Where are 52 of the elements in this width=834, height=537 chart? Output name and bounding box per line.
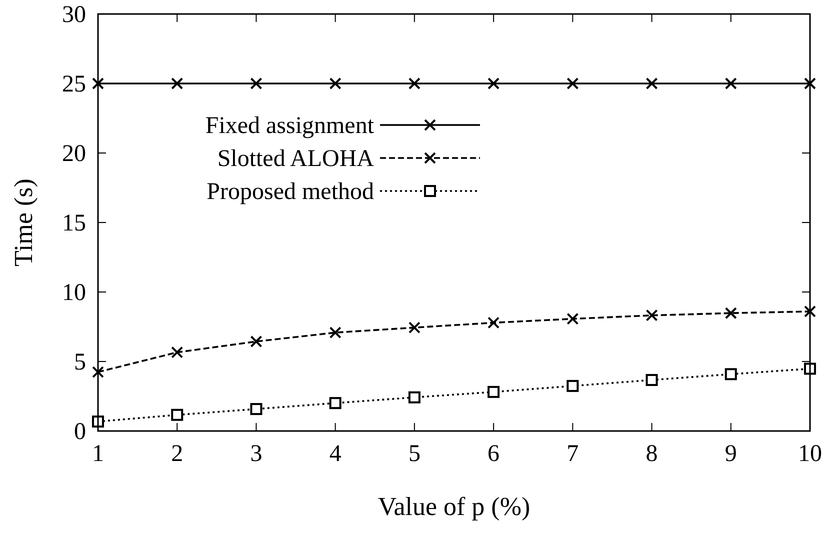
point [566, 78, 579, 90]
y-tick-label: 30 [62, 2, 86, 28]
y-tick-label: 20 [62, 141, 86, 167]
point [250, 403, 262, 416]
point [171, 346, 184, 358]
point [488, 316, 500, 329]
point [646, 309, 658, 322]
point [408, 391, 420, 404]
y-tick-label: 15 [62, 210, 86, 236]
point [408, 322, 420, 334]
y-tick-label: 0 [74, 419, 86, 445]
point [488, 78, 500, 90]
y-tick-label: 10 [62, 280, 86, 306]
x-tick-label: 8 [646, 441, 658, 467]
point [171, 78, 184, 90]
point [724, 368, 737, 380]
x-tick-label: 3 [250, 441, 262, 467]
legend-label: Proposed method [206, 179, 374, 205]
point [488, 386, 500, 398]
y-tick-label: 5 [74, 350, 86, 376]
legend-label: Slotted ALOHA [217, 146, 375, 172]
point [804, 362, 816, 375]
x-tick-label: 2 [171, 441, 184, 467]
y-tick-label: 25 [62, 72, 86, 98]
point [408, 78, 420, 90]
point [804, 305, 816, 318]
x-tick-label: 5 [408, 441, 420, 467]
x-tick-label: 6 [488, 441, 500, 467]
legend-label: Fixed assignment [205, 113, 374, 139]
point [724, 307, 737, 320]
point [171, 408, 184, 421]
x-tick-label: 10 [798, 441, 822, 467]
x-tick-label: 7 [566, 441, 579, 467]
point [92, 366, 104, 378]
x-axis-title: Value of p (%) [378, 492, 530, 521]
point [646, 374, 658, 386]
point [92, 78, 104, 90]
point [646, 78, 658, 90]
point [566, 380, 579, 392]
point [329, 78, 342, 90]
point [804, 78, 816, 90]
x-tick-label: 4 [329, 441, 342, 467]
point [329, 397, 342, 410]
point [92, 416, 104, 428]
y-axis-title: Time (s) [9, 178, 38, 266]
point [566, 312, 579, 325]
point [250, 78, 262, 90]
point [724, 78, 737, 90]
point [250, 335, 262, 348]
x-tick-label: 9 [724, 441, 737, 467]
point [329, 326, 342, 339]
x-tick-label: 1 [92, 441, 104, 467]
